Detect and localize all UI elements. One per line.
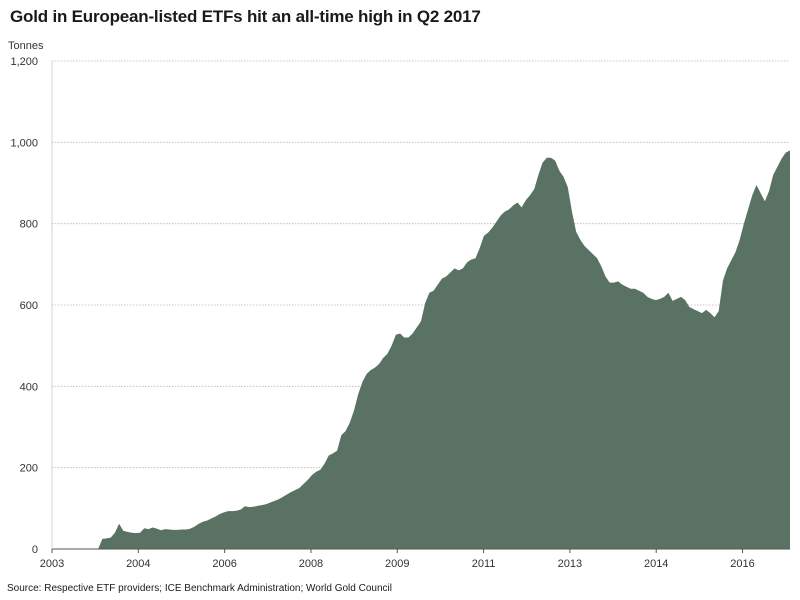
x-tick-label: 2008 xyxy=(299,558,323,570)
source-note: Source: Respective ETF providers; ICE Be… xyxy=(7,583,392,594)
chart-title: Gold in European-listed ETFs hit an all-… xyxy=(10,7,481,26)
series-area xyxy=(52,150,790,549)
y-axis-title: Tonnes xyxy=(8,40,44,52)
x-tick-label: 2009 xyxy=(385,558,409,570)
x-tick-label: 2006 xyxy=(212,558,236,570)
y-tick-label: 200 xyxy=(20,463,38,475)
x-tick-label: 2011 xyxy=(472,558,496,570)
y-axis-ticks: 0 200 400 600 800 1,000 1,200 xyxy=(10,56,38,556)
x-axis-ticks: 2003 2004 2006 2008 2009 2011 2013 2014 2016 xyxy=(40,549,755,570)
x-tick-label: 2013 xyxy=(558,558,582,570)
x-tick-label: 2004 xyxy=(126,558,150,570)
y-tick-label: 1,200 xyxy=(10,56,38,68)
x-tick-label: 2014 xyxy=(644,558,668,570)
x-tick-label: 2003 xyxy=(40,558,64,570)
y-tick-label: 0 xyxy=(32,544,38,556)
y-tick-label: 800 xyxy=(20,219,38,231)
y-tick-label: 400 xyxy=(20,381,38,393)
y-tick-label: 600 xyxy=(20,300,38,312)
x-tick-label: 2016 xyxy=(730,558,754,570)
y-tick-label: 1,000 xyxy=(10,137,38,149)
